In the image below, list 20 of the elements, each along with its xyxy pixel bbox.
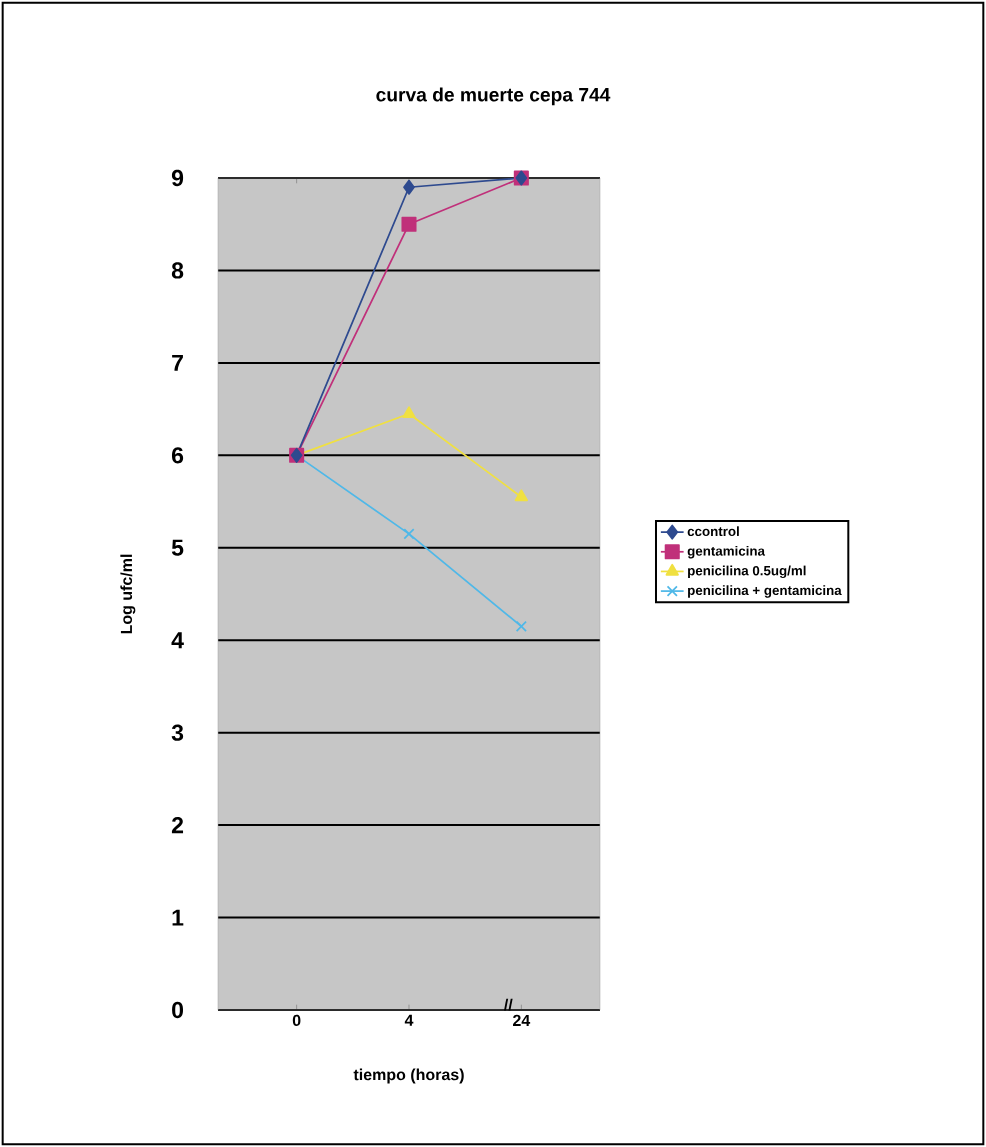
y-tick-label: 4	[171, 632, 184, 649]
legend-label: ccontrol	[687, 526, 739, 537]
y-tick-label: 6	[171, 447, 184, 464]
y-axis-title: Log ufc/ml	[120, 554, 136, 634]
y-tick-label: 5	[171, 539, 184, 556]
y-tick-label: 1	[172, 909, 184, 926]
x-axis-title: tiempo (horas)	[353, 1068, 464, 1084]
annotation: //	[504, 998, 513, 1011]
y-tick-label: 9	[171, 169, 184, 187]
legend-label: gentamicina	[687, 545, 766, 559]
legend-label: penicilina 0.5ug/ml	[688, 565, 806, 579]
x-tick-label: 0	[292, 1014, 301, 1027]
legend-label: penicilina + gentamicina	[688, 585, 842, 598]
y-tick-label: 2	[171, 817, 184, 834]
x-tick-label: 24	[513, 1014, 531, 1026]
chart-title: curva de muerte cepa 744	[376, 87, 611, 106]
x-tick-label: 4	[404, 1014, 414, 1026]
y-tick-label: 8	[171, 262, 184, 279]
y-tick-label: 7	[172, 354, 183, 371]
y-tick-label: 3	[171, 724, 184, 741]
